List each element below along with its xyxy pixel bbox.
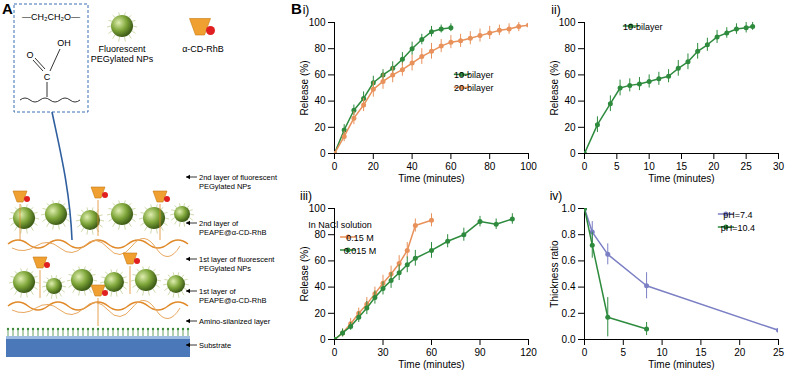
svg-text:0: 0 bbox=[332, 347, 338, 358]
svg-text:Fluorescent: Fluorescent bbox=[98, 44, 146, 54]
svg-text:O: O bbox=[26, 50, 33, 60]
svg-text:15: 15 bbox=[695, 347, 707, 358]
svg-text:C: C bbox=[44, 72, 51, 82]
svg-text:0.6: 0.6 bbox=[562, 255, 576, 266]
svg-text:A: A bbox=[2, 0, 13, 17]
svg-text:0: 0 bbox=[320, 334, 326, 345]
svg-text:PEAPE@α-CD-RhB: PEAPE@α-CD-RhB bbox=[199, 296, 266, 305]
svg-text:Substrate: Substrate bbox=[199, 341, 231, 350]
svg-text:PEGylated NPs: PEGylated NPs bbox=[199, 182, 251, 191]
svg-text:20: 20 bbox=[368, 161, 380, 172]
svg-text:0: 0 bbox=[320, 148, 326, 159]
svg-text:α-CD-RhB: α-CD-RhB bbox=[182, 44, 224, 54]
svg-text:PEGylated NPs: PEGylated NPs bbox=[91, 54, 154, 64]
svg-text:10-bilayer: 10-bilayer bbox=[623, 22, 663, 32]
svg-text:40: 40 bbox=[564, 95, 576, 106]
svg-text:100: 100 bbox=[309, 17, 326, 28]
svg-text:OH: OH bbox=[57, 38, 71, 48]
svg-text:120: 120 bbox=[520, 347, 537, 358]
svg-text:Release (%): Release (%) bbox=[549, 60, 560, 115]
svg-text:60: 60 bbox=[314, 255, 326, 266]
svg-text:0: 0 bbox=[570, 148, 576, 159]
svg-text:20: 20 bbox=[708, 161, 720, 172]
svg-text:80: 80 bbox=[314, 229, 326, 240]
svg-text:i): i) bbox=[303, 3, 310, 17]
svg-text:pH=7.4: pH=7.4 bbox=[723, 210, 752, 220]
svg-text:Time (minutes): Time (minutes) bbox=[648, 173, 714, 184]
svg-text:pH=10.4: pH=10.4 bbox=[721, 223, 755, 233]
svg-text:10: 10 bbox=[644, 161, 656, 172]
svg-text:0: 0 bbox=[332, 161, 338, 172]
svg-text:80: 80 bbox=[314, 43, 326, 54]
svg-text:1st layer of fluorescent: 1st layer of fluorescent bbox=[199, 255, 275, 264]
svg-text:80: 80 bbox=[484, 161, 496, 172]
svg-text:1.0: 1.0 bbox=[562, 203, 576, 214]
svg-text:40: 40 bbox=[314, 281, 326, 292]
svg-text:10: 10 bbox=[657, 347, 669, 358]
svg-text:25: 25 bbox=[741, 161, 753, 172]
svg-text:100: 100 bbox=[309, 203, 326, 214]
svg-text:5: 5 bbox=[614, 161, 620, 172]
svg-text:iii): iii) bbox=[300, 189, 312, 203]
svg-text:0: 0 bbox=[582, 347, 588, 358]
svg-text:In NaCl solution: In NaCl solution bbox=[308, 220, 372, 230]
svg-text:20-bilayer: 20-bilayer bbox=[454, 83, 494, 93]
svg-text:0.2: 0.2 bbox=[562, 308, 576, 319]
svg-text:Thickness ratio: Thickness ratio bbox=[549, 240, 560, 308]
svg-text:20: 20 bbox=[314, 122, 326, 133]
svg-text:60: 60 bbox=[426, 347, 438, 358]
svg-text:Time (minutes): Time (minutes) bbox=[648, 359, 714, 370]
html-text:B: B bbox=[291, 0, 302, 17]
svg-text:100: 100 bbox=[559, 17, 576, 28]
svg-text:0.8: 0.8 bbox=[562, 229, 576, 240]
svg-text:ii): ii) bbox=[551, 3, 560, 17]
svg-text:20: 20 bbox=[564, 122, 576, 133]
svg-text:PEAPE@α-CD-RhB: PEAPE@α-CD-RhB bbox=[199, 228, 266, 237]
svg-text:PEGylated NPs: PEGylated NPs bbox=[199, 264, 251, 273]
svg-text:0.15 M: 0.15 M bbox=[346, 233, 374, 243]
svg-text:2nd layer of: 2nd layer of bbox=[199, 219, 239, 228]
svg-text:30: 30 bbox=[773, 161, 785, 172]
svg-text:5: 5 bbox=[621, 347, 627, 358]
svg-text:60: 60 bbox=[445, 161, 457, 172]
svg-text:0.0: 0.0 bbox=[562, 334, 576, 345]
svg-text:60: 60 bbox=[564, 69, 576, 80]
svg-text:iv): iv) bbox=[550, 189, 563, 203]
svg-text:40: 40 bbox=[407, 161, 419, 172]
svg-text:0: 0 bbox=[582, 161, 588, 172]
svg-text:15: 15 bbox=[676, 161, 688, 172]
svg-text:Time (minutes): Time (minutes) bbox=[398, 173, 464, 184]
svg-text:Release (%): Release (%) bbox=[299, 246, 310, 301]
svg-text:60: 60 bbox=[314, 69, 326, 80]
svg-text:2nd layer of fluorescent: 2nd layer of fluorescent bbox=[199, 173, 278, 182]
svg-text:80: 80 bbox=[564, 43, 576, 54]
svg-text:20: 20 bbox=[734, 347, 746, 358]
svg-text:30: 30 bbox=[377, 347, 389, 358]
svg-text:1st layer of: 1st layer of bbox=[199, 287, 237, 296]
svg-text:—CH₂CH₂O—: —CH₂CH₂O— bbox=[22, 12, 80, 22]
svg-text:Time (minutes): Time (minutes) bbox=[398, 359, 464, 370]
svg-text:100: 100 bbox=[520, 161, 537, 172]
svg-text:20: 20 bbox=[314, 308, 326, 319]
svg-text:0.015 M: 0.015 M bbox=[344, 246, 377, 256]
svg-text:10-bilayer: 10-bilayer bbox=[454, 70, 494, 80]
svg-text:Release (%): Release (%) bbox=[299, 60, 310, 115]
svg-text:40: 40 bbox=[314, 95, 326, 106]
svg-text:25: 25 bbox=[773, 347, 785, 358]
svg-text:0.4: 0.4 bbox=[562, 281, 576, 292]
svg-text:90: 90 bbox=[474, 347, 486, 358]
svg-text:Amino-silanized layer: Amino-silanized layer bbox=[199, 317, 271, 326]
